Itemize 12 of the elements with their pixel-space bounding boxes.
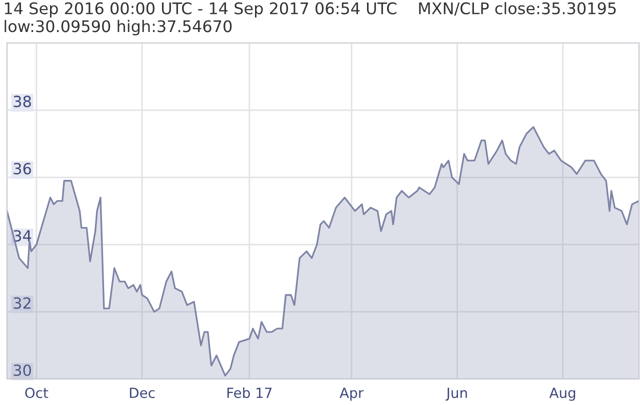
x-tick-label: Aug (549, 388, 576, 401)
y-tick-label: 32 (14, 297, 30, 309)
x-tick-label: Jun (446, 388, 467, 401)
x-tick-label: Dec (130, 388, 155, 398)
y-tick-label: 34 (14, 230, 32, 242)
y-tick-label: 38 (14, 96, 31, 108)
x-tick-label: Apr (340, 388, 364, 401)
chart-title: 14 Sep 2016 00:00 UTC - 14 Sep 2017 06:54 UTC MXN/CLP close:35.30195 low:30.09590 high:37.54670 (4, 2, 616, 36)
x-tick-label: Oct (25, 388, 48, 398)
y-tick-label: 36 (14, 162, 32, 174)
y-tick-label: 30 (14, 364, 31, 376)
x-tick-label: Feb 17 (227, 387, 272, 398)
